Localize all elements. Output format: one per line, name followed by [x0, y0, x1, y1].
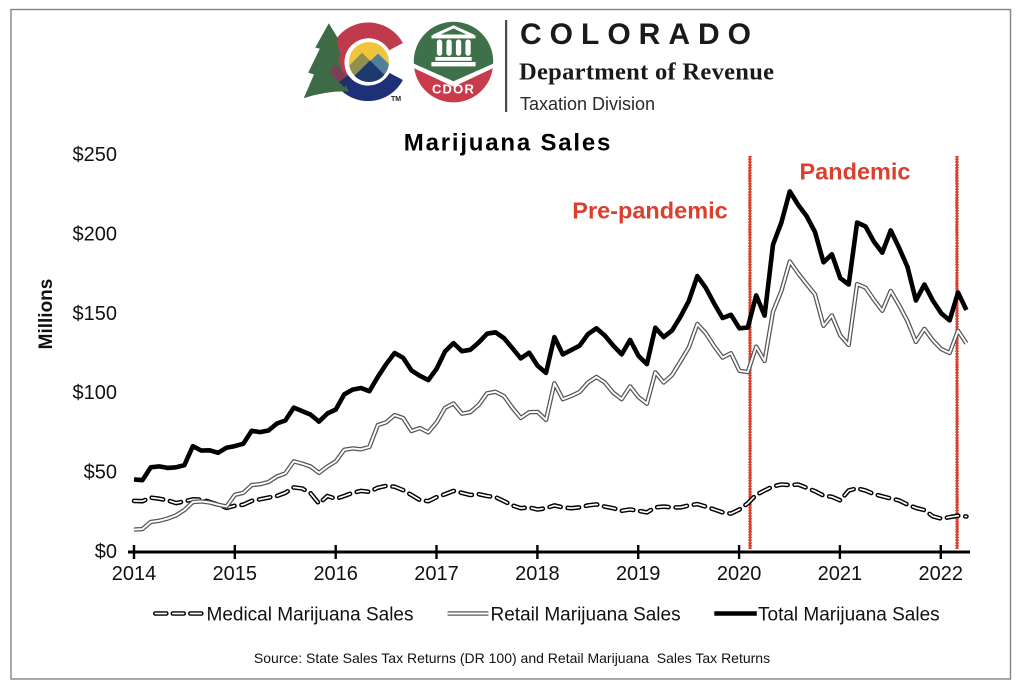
svg-text:2015: 2015 — [213, 563, 258, 585]
svg-text:Pandemic: Pandemic — [799, 159, 910, 185]
svg-text:Total Marijuana Sales: Total Marijuana Sales — [758, 605, 940, 626]
svg-text:2014: 2014 — [112, 563, 157, 585]
svg-text:2022: 2022 — [919, 563, 964, 585]
svg-text:Medical Marijuana Sales: Medical Marijuana Sales — [207, 605, 414, 626]
svg-text:Taxation Division: Taxation Division — [520, 94, 655, 114]
svg-text:2018: 2018 — [515, 563, 560, 585]
svg-text:$0: $0 — [95, 541, 117, 563]
svg-text:TM: TM — [391, 96, 401, 103]
svg-text:2016: 2016 — [313, 563, 358, 585]
svg-text:$250: $250 — [73, 144, 118, 166]
svg-text:Source: State Sales Tax Return: Source: State Sales Tax Returns (DR 100)… — [254, 650, 770, 666]
svg-text:Department of Revenue: Department of Revenue — [519, 59, 774, 86]
svg-text:Retail Marijuana Sales: Retail Marijuana Sales — [491, 605, 681, 626]
svg-text:Marijuana Sales: Marijuana Sales — [404, 130, 612, 157]
svg-text:$50: $50 — [84, 462, 117, 484]
svg-text:2021: 2021 — [818, 563, 863, 585]
svg-text:$150: $150 — [73, 303, 118, 325]
svg-text:2019: 2019 — [616, 563, 661, 585]
svg-text:2020: 2020 — [717, 563, 762, 585]
svg-text:CDOR: CDOR — [432, 82, 475, 97]
svg-text:$100: $100 — [73, 382, 118, 404]
svg-text:COLORADO: COLORADO — [520, 18, 759, 51]
svg-text:2017: 2017 — [414, 563, 459, 585]
svg-text:Millions: Millions — [36, 279, 57, 350]
svg-text:$200: $200 — [73, 223, 118, 245]
svg-text:Pre-pandemic: Pre-pandemic — [572, 198, 727, 224]
